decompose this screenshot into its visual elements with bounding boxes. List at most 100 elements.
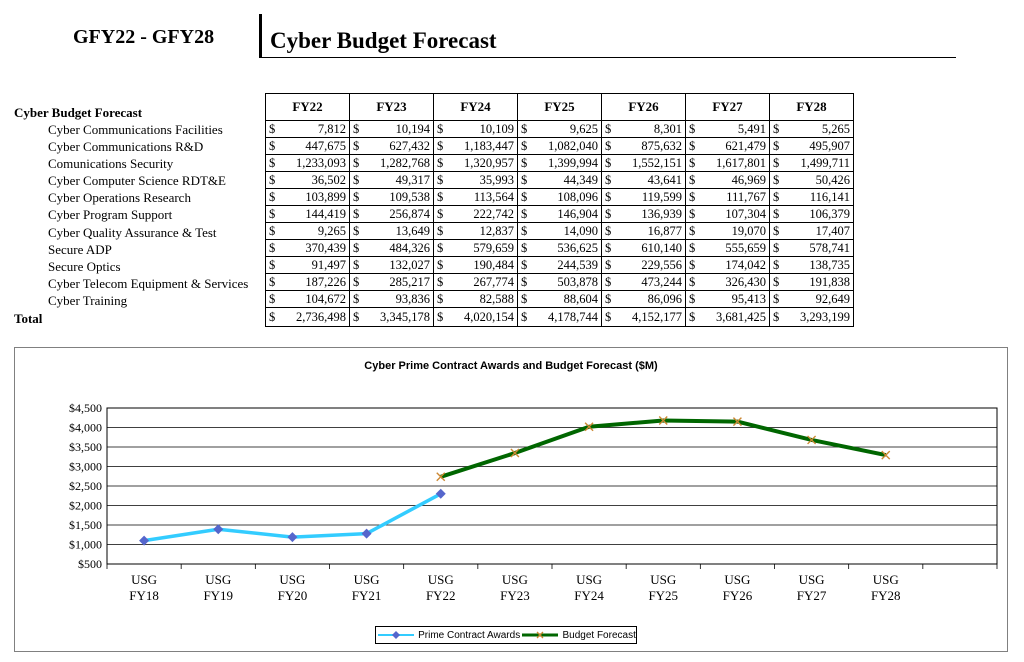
cell-value: 13,649 [395, 224, 430, 238]
currency-symbol: $ [269, 292, 276, 306]
x-tick-label: USG FY25 [648, 572, 678, 603]
table-cell: $43,641 [601, 171, 686, 189]
table-cell: $4,020,154 [433, 307, 518, 327]
y-tick-label: $500 [78, 557, 102, 571]
currency-symbol: $ [269, 173, 276, 187]
y-tick-label: $4,500 [69, 401, 102, 415]
currency-symbol: $ [353, 207, 360, 221]
cell-value: 191,838 [809, 275, 850, 289]
legend-item-forecast: Budget Forecast [520, 630, 636, 641]
table-cell: $12,837 [433, 222, 518, 240]
table-row: $7,812 $10,194 $10,109 $9,625 $8,301 $5,491 $5… [265, 120, 854, 138]
table-cell: $1,183,447 [433, 137, 518, 155]
currency-symbol: $ [773, 310, 780, 324]
table-cell: $10,109 [433, 120, 518, 138]
currency-symbol: $ [437, 190, 444, 204]
table-cell: $495,907 [769, 137, 854, 155]
column-header-fy28: FY28 [769, 93, 854, 121]
currency-symbol: $ [437, 224, 444, 238]
table-row: $103,899 $109,538 $113,564 $108,096 $119,599… [265, 188, 854, 206]
cell-value: 146,904 [557, 207, 598, 221]
table-cell: $1,320,957 [433, 154, 518, 172]
y-tick-label: $1,500 [69, 518, 102, 532]
cell-value: 46,969 [731, 173, 766, 187]
column-header-fy23: FY23 [349, 93, 434, 121]
cell-value: 1,552,151 [632, 156, 682, 170]
cell-value: 4,152,177 [632, 310, 682, 324]
table-cell: $9,625 [517, 120, 602, 138]
table-cell: $3,293,199 [769, 307, 854, 327]
cell-value: 82,588 [479, 292, 514, 306]
row-labels: Cyber Budget Forecast Cyber Communicatio… [14, 93, 266, 329]
currency-symbol: $ [437, 173, 444, 187]
legend-awards-swatch [378, 631, 415, 639]
table-cell: $3,681,425 [685, 307, 770, 327]
table-cell: $19,070 [685, 222, 770, 240]
cell-value: 108,096 [557, 190, 598, 204]
data-point-awards [139, 535, 150, 546]
cell-value: 50,426 [815, 173, 850, 187]
x-tick-label: USG FY26 [723, 572, 753, 603]
x-tick-label: USG FY19 [203, 572, 233, 603]
table-cell: $503,878 [517, 273, 602, 291]
cell-value: 91,497 [311, 258, 346, 272]
cell-value: 536,625 [557, 241, 598, 255]
currency-symbol: $ [521, 122, 528, 136]
table-cell: $555,659 [685, 239, 770, 257]
cell-value: 4,178,744 [548, 310, 598, 324]
cell-value: 1,320,957 [464, 156, 514, 170]
currency-symbol: $ [521, 224, 528, 238]
table-cell: $610,140 [601, 239, 686, 257]
currency-symbol: $ [269, 156, 276, 170]
currency-symbol: $ [773, 241, 780, 255]
header-divider [259, 14, 262, 58]
budget-table: FY22 FY23 FY24 FY25 FY26 FY27 FY28 $7,812 $10,1… [265, 93, 854, 327]
table-cell: $256,874 [349, 205, 434, 223]
table-cell: $326,430 [685, 273, 770, 291]
table-cell: $579,659 [433, 239, 518, 257]
table-row: $36,502 $49,317 $35,993 $44,349 $43,641 $46,9… [265, 171, 854, 189]
data-point-awards [213, 524, 224, 535]
cell-value: 267,774 [473, 275, 514, 289]
table-cell: $111,767 [685, 188, 770, 206]
currency-symbol: $ [773, 156, 780, 170]
cell-value: 14,090 [563, 224, 598, 238]
data-point-awards [435, 488, 446, 499]
cell-value: 579,659 [473, 241, 514, 255]
cell-value: 244,539 [557, 258, 598, 272]
table-cell: $5,265 [769, 120, 854, 138]
table-cell: $536,625 [517, 239, 602, 257]
table-cell: $578,741 [769, 239, 854, 257]
cell-value: 9,265 [317, 224, 346, 238]
currency-symbol: $ [773, 173, 780, 187]
currency-symbol: $ [689, 275, 696, 289]
currency-symbol: $ [605, 310, 612, 324]
column-header-fy26: FY26 [601, 93, 686, 121]
currency-symbol: $ [269, 275, 276, 289]
table-cell: $119,599 [601, 188, 686, 206]
cell-value: 285,217 [389, 275, 430, 289]
currency-symbol: $ [773, 190, 780, 204]
cell-value: 229,556 [641, 258, 682, 272]
table-cell: $17,407 [769, 222, 854, 240]
table-cell: $144,419 [265, 205, 350, 223]
currency-symbol: $ [269, 224, 276, 238]
table-row: $370,439 $484,326 $579,659 $536,625 $610,140… [265, 239, 854, 257]
table-row: $1,233,093 $1,282,768 $1,320,957 $1,399,994… [265, 154, 854, 172]
table-cell: $222,742 [433, 205, 518, 223]
cell-value: 144,419 [305, 207, 346, 221]
currency-symbol: $ [773, 122, 780, 136]
data-point-forecast [436, 472, 446, 482]
table-cell: $13,649 [349, 222, 434, 240]
row-label: Secure Optics [48, 258, 121, 274]
x-tick-label: USG FY18 [129, 572, 159, 603]
legend-awards-label: Prime Contract Awards [418, 629, 521, 641]
currency-symbol: $ [353, 156, 360, 170]
cell-value: 17,407 [815, 224, 850, 238]
currency-symbol: $ [437, 275, 444, 289]
cell-value: 621,479 [725, 139, 766, 153]
table-cell: $44,349 [517, 171, 602, 189]
table-cell: $116,141 [769, 188, 854, 206]
currency-symbol: $ [353, 241, 360, 255]
currency-symbol: $ [353, 310, 360, 324]
